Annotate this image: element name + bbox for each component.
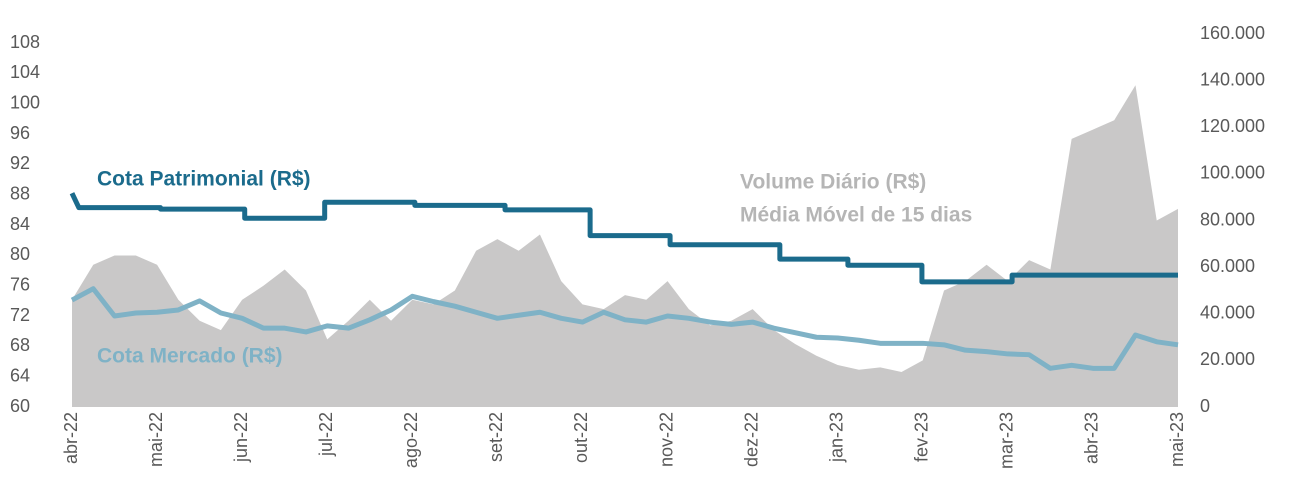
x-tick-label: mai-23 — [1167, 412, 1187, 467]
y2-tick-label: 40.000 — [1200, 303, 1255, 323]
y-tick-label: 76 — [10, 274, 30, 294]
y2-tick-label: 80.000 — [1200, 209, 1255, 229]
y-tick-label: 80 — [10, 244, 30, 264]
x-tick-label: mai-22 — [146, 412, 166, 467]
x-tick-label: out-22 — [571, 412, 591, 463]
y-tick-label: 108 — [10, 32, 40, 52]
y2-tick-label: 20.000 — [1200, 349, 1255, 369]
y-tick-label: 68 — [10, 335, 30, 355]
y2-tick-label: 0 — [1200, 396, 1210, 416]
y-tick-label: 100 — [10, 92, 40, 112]
y2-tick-label: 160.000 — [1200, 23, 1265, 43]
x-tick-label: abr-23 — [1082, 412, 1102, 464]
y-tick-label: 104 — [10, 62, 40, 82]
x-tick-label: abr-22 — [61, 412, 81, 464]
y-tick-label: 60 — [10, 396, 30, 416]
x-tick-label: ago-22 — [401, 412, 421, 468]
x-tick-label: jul-22 — [316, 412, 336, 457]
line — [70, 286, 1179, 371]
y2-tick-label: 140.000 — [1200, 69, 1265, 89]
x-tick-label: set-22 — [486, 412, 506, 462]
series-label: Cota Mercado (R$) — [97, 345, 283, 368]
series-label: Cota Patrimonial (R$) — [97, 168, 311, 191]
y-tick-label: 64 — [10, 365, 30, 385]
x-tick-label: fev-23 — [912, 412, 932, 462]
y-tick-label: 88 — [10, 183, 30, 203]
y2-tick-label: 60.000 — [1200, 256, 1255, 276]
y-tick-label: 72 — [10, 305, 30, 325]
x-tick-label: jun-22 — [231, 412, 251, 463]
annotation: Média Móvel de 15 dias — [740, 204, 972, 227]
x-tick-label: nov-22 — [656, 412, 676, 467]
x-tick-label: mar-23 — [997, 412, 1017, 469]
y-tick-label: 96 — [10, 123, 30, 143]
series-label: Volume Diário (R$) — [740, 171, 926, 194]
x-tick-label: dez-22 — [741, 412, 761, 467]
y-tick-label: 84 — [10, 214, 30, 234]
line — [69, 192, 1178, 285]
y2-tick-label: 120.000 — [1200, 116, 1265, 136]
x-tick-label: jan-23 — [826, 412, 846, 463]
y2-tick-label: 100.000 — [1200, 163, 1265, 183]
y-tick-label: 92 — [10, 153, 30, 173]
